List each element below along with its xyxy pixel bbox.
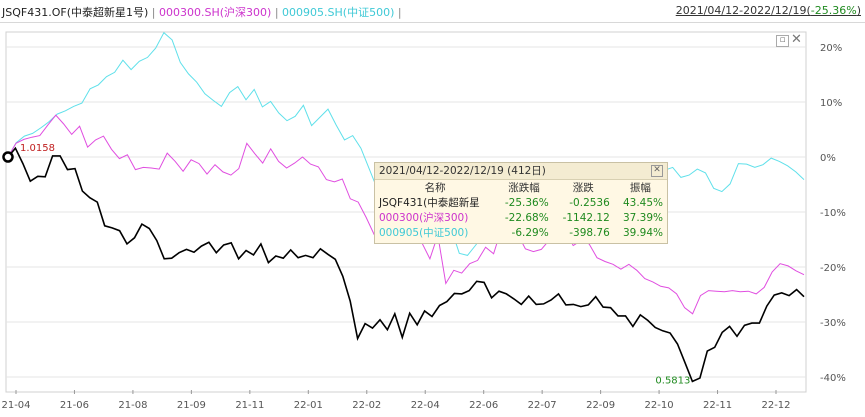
chart-close-icon[interactable]: ✕ (791, 32, 802, 47)
x-tick-label: 22-06 (469, 400, 498, 411)
row-amplitude: 39.94% (622, 226, 663, 239)
col-change-pct: 涨跌幅 (508, 182, 540, 194)
x-tick-label: 22-09 (586, 400, 615, 411)
maximize-icon[interactable]: ▫ (776, 35, 789, 47)
row-name: 000300(沪深300) (379, 212, 469, 224)
x-tick-label: 21-04 (1, 400, 30, 411)
chart-annotations: 1.0158 0.5813 (2, 143, 690, 386)
legend-series-hs300[interactable]: 000300.SH(沪深300) (159, 6, 272, 19)
x-tick-label: 21-11 (235, 400, 264, 411)
x-tick-label: 22-07 (528, 400, 557, 411)
series-line-0 (7, 146, 805, 383)
y-tick-label: 10% (820, 98, 842, 109)
popup-title: 2021/04/12-2022/12/19 (412日) (375, 163, 667, 180)
stats-row: 000905(中证500) -6.29% -398.76 39.94% (375, 225, 667, 240)
date-range-text: 2021/04/12-2022/12/19( (675, 4, 811, 17)
y-axis-ticks: 20% 10% 0% -10% -20% -30% -40% (820, 43, 846, 384)
row-amplitude: 43.45% (622, 196, 663, 209)
row-change: -398.76 (569, 226, 610, 239)
chart-grid (5, 31, 807, 394)
row-name: JSQF431(中泰超新星 (379, 197, 480, 209)
col-change: 涨跌 (572, 182, 594, 194)
x-axis-ticks: 21-04 21-06 21-08 21-09 21-11 22-01 22-02 22-04… (1, 400, 790, 411)
range-change-value: -25.36% (810, 4, 857, 17)
x-tick-label: 21-08 (118, 400, 147, 411)
x-tick-label: 22-04 (411, 400, 440, 411)
stats-row: 000300(沪深300) -22.68% -1142.12 37.39% (375, 210, 667, 225)
row-change-pct: -25.36% (504, 196, 549, 209)
row-change-pct: -22.68% (504, 211, 549, 224)
start-value-label: 1.0158 (20, 143, 55, 154)
row-change: -0.2536 (569, 196, 610, 209)
legend-series-zz500[interactable]: 000905.SH(中证500) (282, 6, 395, 19)
y-tick-label: 0% (820, 153, 836, 164)
x-tick-label: 22-12 (761, 400, 790, 411)
row-amplitude: 37.39% (622, 211, 663, 224)
x-tick-label: 22-11 (703, 400, 732, 411)
stats-table: 名称 涨跌幅 涨跌 振幅 JSQF431(中泰超新星 -25.36% -0.25… (375, 180, 667, 240)
stats-header-row: 名称 涨跌幅 涨跌 振幅 (375, 180, 667, 195)
legend-series-fund[interactable]: JSQF431.OF(中泰超新星1号) (2, 6, 149, 19)
legend-separator-3: | (397, 6, 402, 19)
y-tick-label: 20% (820, 43, 842, 54)
col-amplitude: 振幅 (629, 182, 651, 194)
chart-header: JSQF431.OF(中泰超新星1号) | 000300.SH(沪深300) |… (0, 0, 865, 23)
y-tick-label: -10% (820, 208, 846, 219)
x-tick-label: 22-01 (294, 400, 323, 411)
row-change-pct: -6.29% (511, 226, 549, 239)
legend-separator-2: | (274, 6, 279, 19)
min-value-label: 0.5813 (655, 375, 690, 386)
date-range-close: ) (856, 4, 861, 17)
legend-separator: | (151, 6, 156, 19)
x-tick-label: 22-10 (645, 400, 674, 411)
range-stats-popup: 2021/04/12-2022/12/19 (412日) ✕ 名称 涨跌幅 涨跌… (374, 162, 668, 244)
x-tick-label: 21-09 (177, 400, 206, 411)
y-tick-label: -30% (820, 318, 846, 329)
x-tick-label: 22-02 (352, 400, 381, 411)
row-change: -1142.12 (562, 211, 610, 224)
y-tick-label: -40% (820, 373, 846, 384)
popup-close-icon[interactable]: ✕ (651, 165, 663, 177)
stats-row: JSQF431(中泰超新星 -25.36% -0.2536 43.45% (375, 195, 667, 210)
x-tick-label: 21-06 (60, 400, 89, 411)
row-name: 000905(中证500) (379, 227, 469, 239)
col-name: 名称 (424, 182, 446, 194)
legend-line: JSQF431.OF(中泰超新星1号) | 000300.SH(沪深300) |… (2, 4, 402, 20)
y-tick-label: -20% (820, 263, 846, 274)
start-marker (2, 151, 14, 163)
date-range-label[interactable]: 2021/04/12-2022/12/19(-25.36%) (676, 4, 861, 17)
